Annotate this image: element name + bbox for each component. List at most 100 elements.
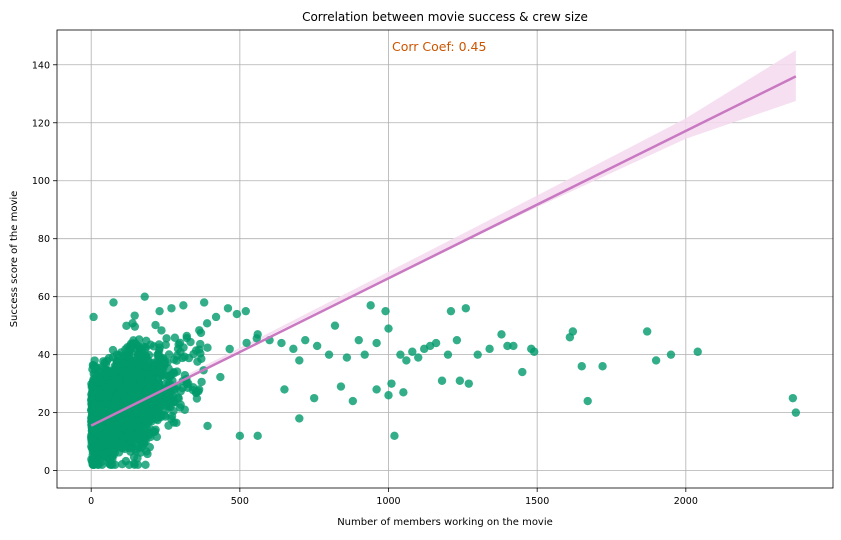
data-point (105, 417, 114, 427)
data-point (121, 352, 130, 361)
data-point (147, 407, 156, 416)
data-point (103, 383, 112, 392)
data-point (372, 338, 381, 348)
data-point (384, 391, 393, 400)
data-point (106, 401, 116, 410)
data-point (108, 447, 117, 456)
data-point (133, 389, 142, 399)
data-point (105, 455, 114, 464)
data-point (791, 408, 801, 417)
y-axis: 0 20 40 60 80 100 120 140 (32, 60, 57, 477)
data-point (146, 432, 155, 442)
data-point (235, 431, 245, 441)
data-point (130, 311, 139, 320)
x-tick-label: 2000 (674, 496, 698, 507)
data-point (122, 395, 131, 405)
data-point (437, 376, 447, 385)
data-point (455, 376, 465, 385)
data-point (211, 312, 221, 322)
data-point (151, 414, 161, 424)
plot-frame (56, 29, 834, 489)
data-point (232, 309, 242, 319)
data-point (461, 304, 471, 313)
data-point (164, 401, 174, 411)
data-point (443, 350, 453, 359)
data-point (312, 341, 322, 351)
data-point (89, 375, 98, 384)
data-point (111, 362, 121, 372)
data-point (295, 356, 304, 365)
data-point (144, 350, 154, 360)
data-point (199, 298, 209, 307)
data-point (122, 321, 131, 330)
y-tick-label: 40 (38, 350, 50, 361)
data-point (342, 353, 352, 362)
chart-title: Correlation between movie success & crew… (302, 10, 588, 24)
data-point (87, 413, 96, 422)
data-point (203, 421, 212, 431)
data-point (145, 377, 154, 386)
data-point (387, 379, 396, 388)
data-point (295, 414, 304, 423)
data-point (446, 306, 456, 316)
data-point (473, 350, 482, 359)
data-point (149, 342, 159, 351)
data-point (117, 389, 127, 399)
x-axis-label: Number of members working on the movie (337, 517, 553, 528)
data-point (577, 362, 586, 371)
corr-annotation: Corr Coef: 0.45 (392, 39, 486, 54)
data-point (154, 395, 163, 405)
data-point (107, 434, 117, 443)
data-point (167, 304, 176, 313)
data-point (402, 356, 411, 365)
data-point (130, 322, 140, 331)
data-point (277, 338, 286, 348)
y-tick-label: 20 (38, 408, 50, 419)
data-point (137, 442, 147, 452)
data-point (104, 353, 114, 363)
data-point (408, 347, 417, 356)
data-point (348, 396, 358, 406)
data-point (134, 341, 143, 351)
data-point (280, 385, 289, 394)
data-point (140, 428, 149, 438)
data-point (179, 301, 188, 310)
data-point (106, 368, 115, 377)
regression-line (90, 75, 797, 427)
data-point (202, 319, 212, 328)
x-axis: 0 500 1000 1500 2000 (88, 488, 698, 507)
data-point (336, 382, 346, 391)
data-point (117, 459, 127, 469)
data-point (133, 460, 143, 470)
data-point (289, 344, 298, 354)
data-point (497, 330, 506, 339)
data-point (162, 334, 171, 343)
data-point (141, 460, 150, 470)
y-axis-label: Success score of the movie (9, 191, 20, 328)
y-tick-label: 60 (38, 292, 50, 303)
x-tick-label: 1000 (376, 496, 400, 507)
regression-line-layer (90, 75, 797, 427)
data-point (88, 450, 97, 460)
data-point (192, 394, 202, 403)
data-point (125, 427, 134, 437)
data-point (169, 418, 179, 427)
data-point (381, 306, 390, 316)
data-point (136, 378, 146, 387)
data-point (509, 341, 518, 351)
y-tick-label: 120 (32, 118, 50, 129)
data-point (89, 312, 98, 322)
data-point (452, 335, 462, 345)
data-point (196, 328, 206, 338)
data-point (196, 349, 205, 358)
data-point (216, 372, 225, 382)
data-point (396, 350, 405, 359)
data-point (94, 450, 103, 460)
data-point (651, 356, 661, 365)
data-point (176, 347, 185, 357)
data-point (97, 457, 106, 467)
data-point (160, 357, 170, 366)
data-point (309, 393, 319, 403)
data-point (125, 444, 134, 453)
